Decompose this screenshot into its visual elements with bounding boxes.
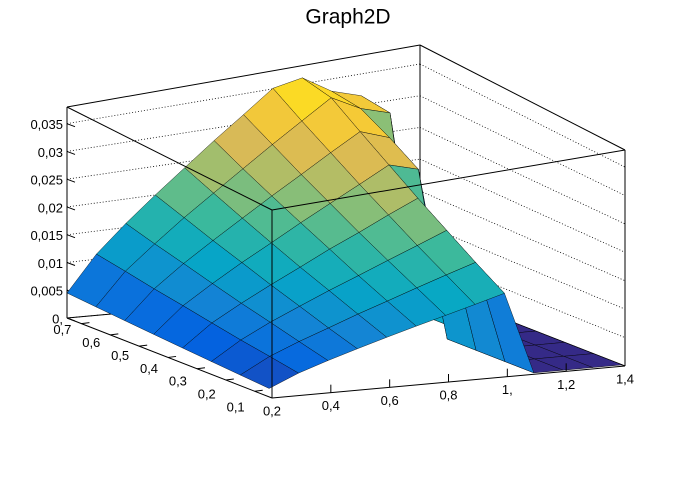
x-tick-label: 0,6 [381, 393, 399, 408]
z-tick-label: 0,015 [30, 228, 63, 243]
z-tick [66, 206, 76, 211]
surface-patch [239, 356, 299, 389]
y-tick-label: 0,1 [227, 400, 245, 415]
x-tick-label: 0,4 [322, 398, 340, 413]
box-edge [419, 44, 626, 151]
grid-line [419, 190, 626, 282]
z-tick-label: 0,03 [38, 145, 63, 160]
z-tick [66, 234, 76, 239]
y-tick-label: 0,6 [82, 335, 100, 350]
x-tick-label: 1, [502, 382, 513, 397]
y-tick-label: 0,4 [140, 361, 158, 376]
z-tick-label: 0,035 [30, 117, 63, 132]
z-tick [66, 123, 76, 128]
box-edge [271, 149, 626, 211]
grid-line [419, 222, 626, 310]
y-tick [167, 355, 177, 358]
grid-line [419, 95, 626, 196]
z-tick-label: 0,01 [38, 256, 63, 271]
y-tick [254, 389, 263, 392]
y-tick [225, 378, 234, 381]
box-edge [66, 44, 421, 108]
z-tick [66, 150, 76, 155]
y-tick [139, 344, 148, 347]
x-tick-label: 1,4 [616, 371, 634, 386]
y-tick-label: 0,3 [169, 374, 187, 389]
y-tick-label: 0,5 [111, 348, 129, 363]
z-tick-label: 0,02 [38, 200, 63, 215]
z-tick [66, 178, 76, 183]
y-tick [196, 367, 205, 370]
z-tick [66, 262, 76, 266]
box-edge [66, 106, 273, 211]
x-tick-label: 1,2 [557, 377, 575, 392]
y-tick [110, 333, 119, 336]
y-tick [81, 322, 90, 325]
x-tick-label: 0,8 [439, 387, 457, 402]
x-tick-label: 0,2 [263, 403, 281, 418]
y-tick-label: 0,2 [198, 387, 216, 402]
grid-line [419, 63, 626, 168]
z-tick-label: 0,005 [30, 284, 63, 299]
y-axis [66, 317, 273, 399]
z-tick-label: 0,025 [30, 173, 63, 188]
z-tick-label: 0, [52, 311, 63, 326]
y-tick-label: 0,7 [53, 322, 71, 337]
grid-line [419, 127, 626, 225]
chart-title: Graph2D [305, 6, 390, 29]
